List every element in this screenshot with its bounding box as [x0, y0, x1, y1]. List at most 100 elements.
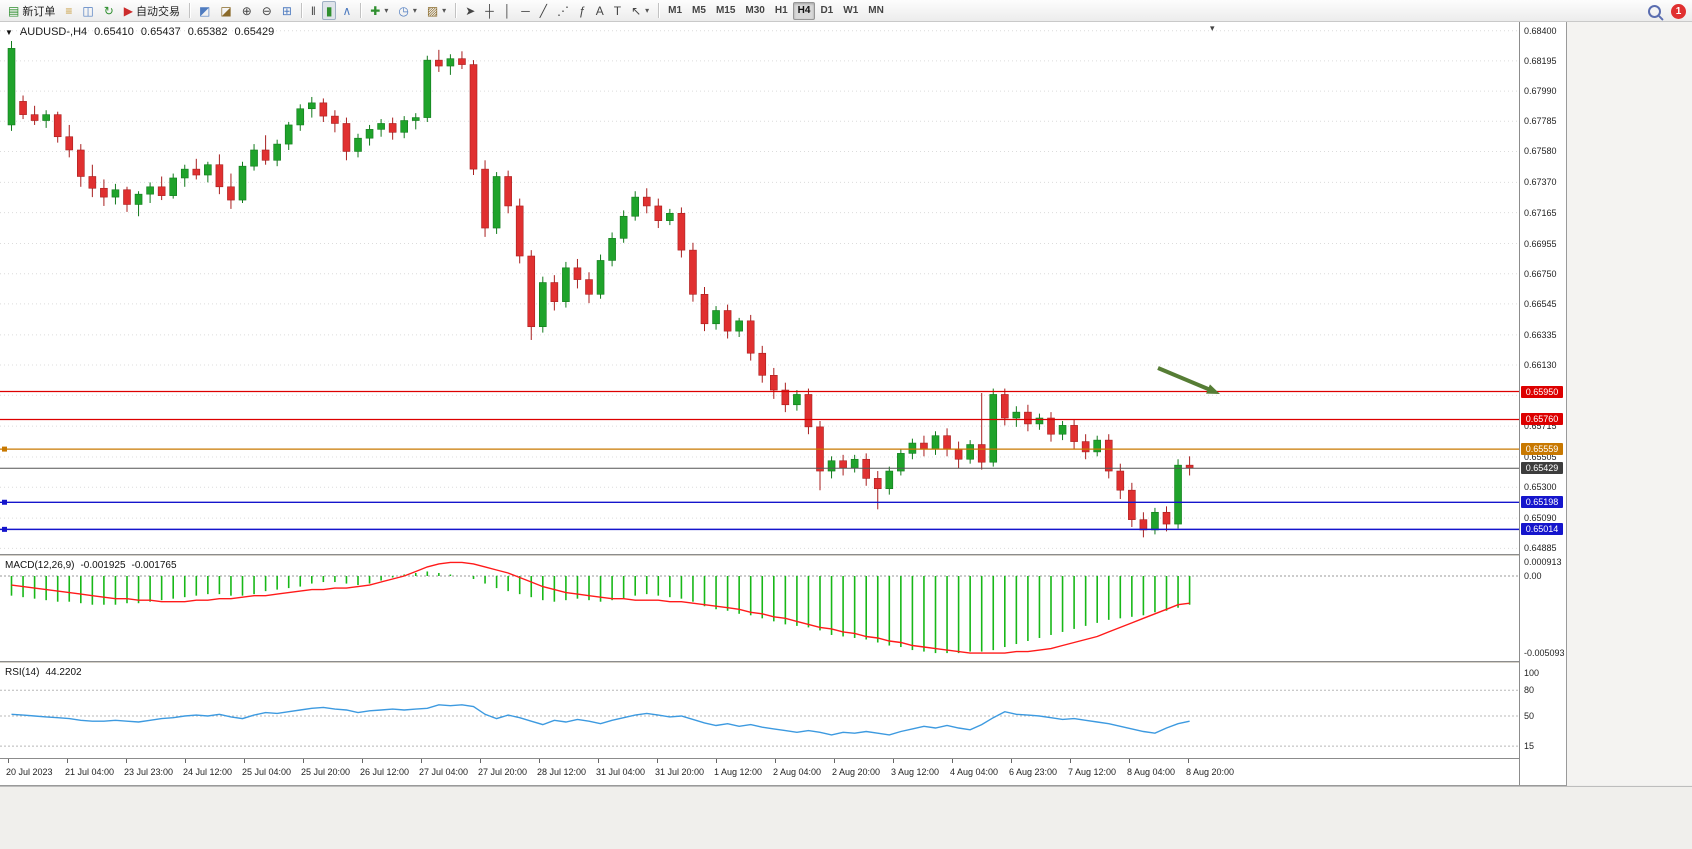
template-icon: ▨ [426, 3, 439, 18]
ohlc-open: 0.65410 [94, 26, 134, 38]
label-button[interactable]: T [610, 1, 625, 20]
rsi-axis-label: 15 [1524, 741, 1535, 752]
templates-button[interactable]: ▨ ▾ [423, 1, 450, 20]
status-strip [0, 786, 1692, 849]
price-axis-label: 0.66955 [1524, 238, 1557, 249]
candlestick-chart-button[interactable]: ▮ [321, 1, 337, 20]
channel-button[interactable]: ⋰ [553, 1, 573, 20]
toolbar-right: 1 [1648, 0, 1686, 22]
time-axis-label: 27 Jul 20:00 [478, 767, 528, 777]
time-axis-tick [67, 759, 68, 763]
tf-m5[interactable]: M5 [687, 2, 711, 20]
rsi-label: RSI(14) 44.2202 [5, 667, 82, 678]
auto-trading-button[interactable]: ▶ 自动交易 [120, 1, 184, 20]
time-axis-label: 8 Aug 20:00 [1186, 767, 1235, 777]
time-axis-tick [598, 759, 599, 763]
time-axis[interactable]: 20 Jul 2023 21 Jul 04:00 23 Jul 23:00 24 Ju… [0, 758, 1519, 785]
fibonacci-button[interactable]: ƒ [575, 1, 590, 20]
search-icon[interactable] [1648, 4, 1661, 18]
bar-chart-button[interactable]: ‖ [307, 1, 320, 20]
time-axis-label: 3 Aug 12:00 [891, 767, 940, 777]
line-handle [2, 446, 7, 452]
cursor-icon: ➤ [465, 3, 476, 18]
time-axis-label: 21 Jul 04:00 [65, 767, 115, 777]
toolbar-separator [455, 3, 457, 18]
horizontal-line-button[interactable]: ─ [517, 1, 534, 20]
time-axis-tick [1129, 759, 1130, 763]
price-axis[interactable]: 0.68400 0.68195 0.67990 0.67785 0.67580 0.673… [1520, 22, 1566, 758]
market-watch-button[interactable]: ≡ [61, 1, 76, 20]
line-chart-button[interactable]: ∧ [338, 1, 355, 20]
price-axis-label: 0.65715 [1524, 421, 1557, 432]
price-axis-label: 0.66750 [1524, 268, 1557, 279]
crosshair-button[interactable]: ┼ [481, 1, 498, 20]
zoom-in-button[interactable]: ⊕ [238, 1, 256, 20]
refresh-button[interactable]: ↻ [100, 1, 118, 20]
market-watch-icon: ≡ [65, 3, 73, 18]
tf-m1[interactable]: M1 [663, 2, 687, 20]
vertical-line-button[interactable]: │ [500, 1, 516, 20]
time-axis-tick [657, 759, 658, 763]
cursor-button[interactable]: ➤ [461, 1, 479, 20]
tf-h1[interactable]: H1 [770, 2, 793, 20]
macd-pane[interactable] [0, 557, 1519, 661]
equidistant-channel-icon: ⋰ [557, 3, 570, 18]
time-axis-label: 28 Jul 12:00 [537, 767, 587, 777]
new-order-button[interactable]: ▤ 新订单 [4, 1, 59, 20]
periods-button[interactable]: ◷ ▾ [394, 1, 421, 20]
auto-trading-icon: ▶ [123, 3, 133, 18]
time-axis-tick [480, 759, 481, 763]
ohlc-low: 0.65382 [187, 26, 228, 38]
price-grid [0, 30, 1519, 549]
price-axis-label: 0.65300 [1524, 482, 1557, 493]
rsi-pane[interactable] [0, 664, 1519, 758]
price-level-badge: 0.65429 [1521, 462, 1563, 475]
chart-window: ▼ AUDUSD-,H4 0.65410 0.65437 0.65382 0.6… [0, 22, 1567, 786]
text-icon: A [595, 3, 604, 18]
time-axis-label: 27 Jul 04:00 [419, 767, 469, 777]
price-axis-label: 0.65505 [1524, 452, 1557, 463]
time-axis-tick [952, 759, 953, 763]
tf-h4[interactable]: H4 [792, 1, 816, 20]
pane-separator[interactable] [0, 554, 1566, 557]
tf-d1[interactable]: D1 [815, 2, 838, 20]
time-axis-tick [716, 759, 717, 763]
rsi-axis-label: 100 [1524, 668, 1540, 678]
crosshair-icon: ┼ [485, 3, 494, 18]
chart-shift-marker-icon[interactable]: ▾ [1210, 23, 1215, 33]
add-indicator-button[interactable]: ✚ ▾ [366, 1, 392, 20]
macd-axis-label: 0.00 [1524, 571, 1542, 581]
axis-separator [1519, 22, 1520, 785]
tf-w1[interactable]: W1 [838, 2, 863, 20]
macd-axis-label: 0.000913 [1524, 557, 1562, 568]
pane-separator[interactable] [0, 661, 1566, 664]
price-axis-label: 0.66545 [1524, 298, 1557, 309]
tf-mn[interactable]: MN [863, 2, 889, 20]
time-axis-tick [775, 759, 776, 763]
toolbar-separator [360, 3, 362, 18]
arrow-annotation[interactable] [1157, 366, 1220, 394]
one-click-trading-arrow-icon[interactable]: ▼ [5, 27, 13, 37]
macd-signal-value: -0.001765 [131, 560, 177, 571]
tf-m15[interactable]: M15 [711, 2, 740, 20]
navigator-icon: ◫ [82, 3, 94, 18]
vertical-line-icon: │ [503, 3, 512, 18]
rsi-axis-label: 50 [1524, 711, 1535, 721]
tile-windows-button[interactable]: ⊞ [278, 1, 296, 20]
tf-m30[interactable]: M30 [740, 2, 769, 20]
dropdown-caret-icon: ▾ [645, 6, 650, 15]
arrows-button[interactable]: ↖ ▾ [627, 1, 653, 20]
notification-badge[interactable]: 1 [1671, 3, 1686, 19]
chart-symbol: AUDUSD-,H4 [19, 26, 88, 38]
text-button[interactable]: A [592, 1, 608, 20]
trendline-button[interactable]: ╱ [536, 1, 551, 20]
dropdown-caret-icon: ▾ [412, 6, 417, 15]
indicator-list-button[interactable]: ◩ [195, 1, 214, 20]
main-chart-plot[interactable] [0, 22, 1519, 554]
arrow-objects-icon: ↖ [631, 3, 642, 18]
objects-list-button[interactable]: ◪ [216, 1, 235, 20]
time-axis-label: 2 Aug 20:00 [832, 767, 881, 777]
toolbar-separator [300, 3, 302, 18]
zoom-out-button[interactable]: ⊖ [258, 1, 276, 20]
navigator-button[interactable]: ◫ [78, 1, 97, 20]
